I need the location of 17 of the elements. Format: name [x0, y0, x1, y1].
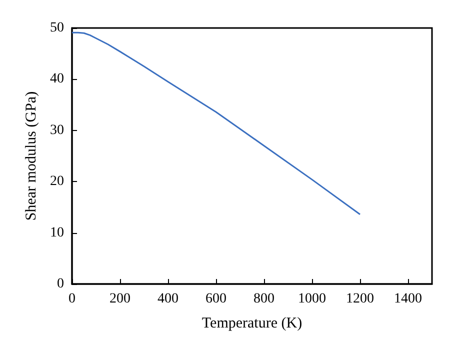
x-tick-label: 1000: [298, 292, 326, 306]
x-tick-label: 400: [158, 292, 178, 306]
y-tick-label: 0: [57, 276, 64, 292]
y-tick-label: 30: [50, 122, 64, 138]
x-tick-label: 1400: [394, 292, 422, 306]
x-tick-label: 200: [110, 292, 130, 306]
x-tick-label: 0: [68, 292, 76, 306]
y-tick-label: 20: [50, 174, 64, 190]
y-tick-label: 10: [50, 225, 64, 240]
y-axis-title: Shear modulus (GPa): [24, 91, 40, 221]
x-tick-label: 1200: [346, 292, 374, 306]
x-tick-label: 800: [254, 292, 274, 306]
y-tick-label: 50: [50, 20, 64, 36]
x-axis-title: Temperature (K): [202, 316, 302, 332]
x-tick-label: 600: [206, 292, 226, 306]
y-tick-label: 40: [50, 72, 64, 87]
line-series: [71, 32, 361, 216]
